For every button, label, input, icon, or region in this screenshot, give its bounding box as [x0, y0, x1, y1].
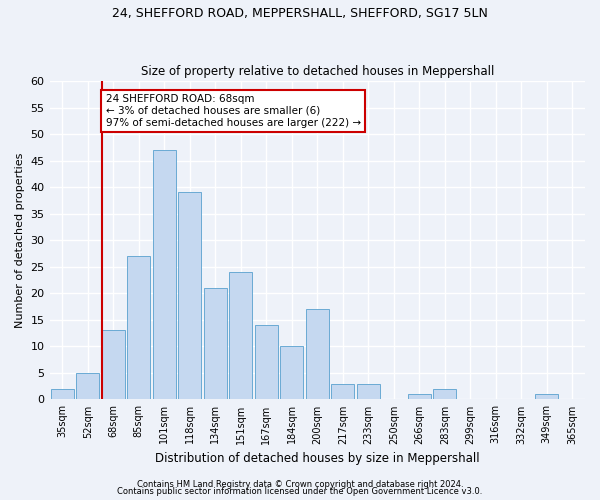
Text: 24, SHEFFORD ROAD, MEPPERSHALL, SHEFFORD, SG17 5LN: 24, SHEFFORD ROAD, MEPPERSHALL, SHEFFORD… — [112, 8, 488, 20]
Y-axis label: Number of detached properties: Number of detached properties — [15, 152, 25, 328]
Bar — [153, 150, 176, 400]
Text: Contains public sector information licensed under the Open Government Licence v3: Contains public sector information licen… — [118, 487, 482, 496]
Bar — [280, 346, 303, 400]
X-axis label: Distribution of detached houses by size in Meppershall: Distribution of detached houses by size … — [155, 452, 479, 465]
Bar — [535, 394, 558, 400]
Text: Contains HM Land Registry data © Crown copyright and database right 2024.: Contains HM Land Registry data © Crown c… — [137, 480, 463, 489]
Bar — [331, 384, 354, 400]
Title: Size of property relative to detached houses in Meppershall: Size of property relative to detached ho… — [140, 66, 494, 78]
Text: 24 SHEFFORD ROAD: 68sqm
← 3% of detached houses are smaller (6)
97% of semi-deta: 24 SHEFFORD ROAD: 68sqm ← 3% of detached… — [106, 94, 361, 128]
Bar — [433, 389, 456, 400]
Bar — [102, 330, 125, 400]
Bar — [76, 373, 99, 400]
Bar — [408, 394, 431, 400]
Bar — [178, 192, 201, 400]
Bar — [51, 389, 74, 400]
Bar — [255, 325, 278, 400]
Bar — [357, 384, 380, 400]
Bar — [306, 309, 329, 400]
Bar — [127, 256, 150, 400]
Bar — [204, 288, 227, 400]
Bar — [229, 272, 252, 400]
